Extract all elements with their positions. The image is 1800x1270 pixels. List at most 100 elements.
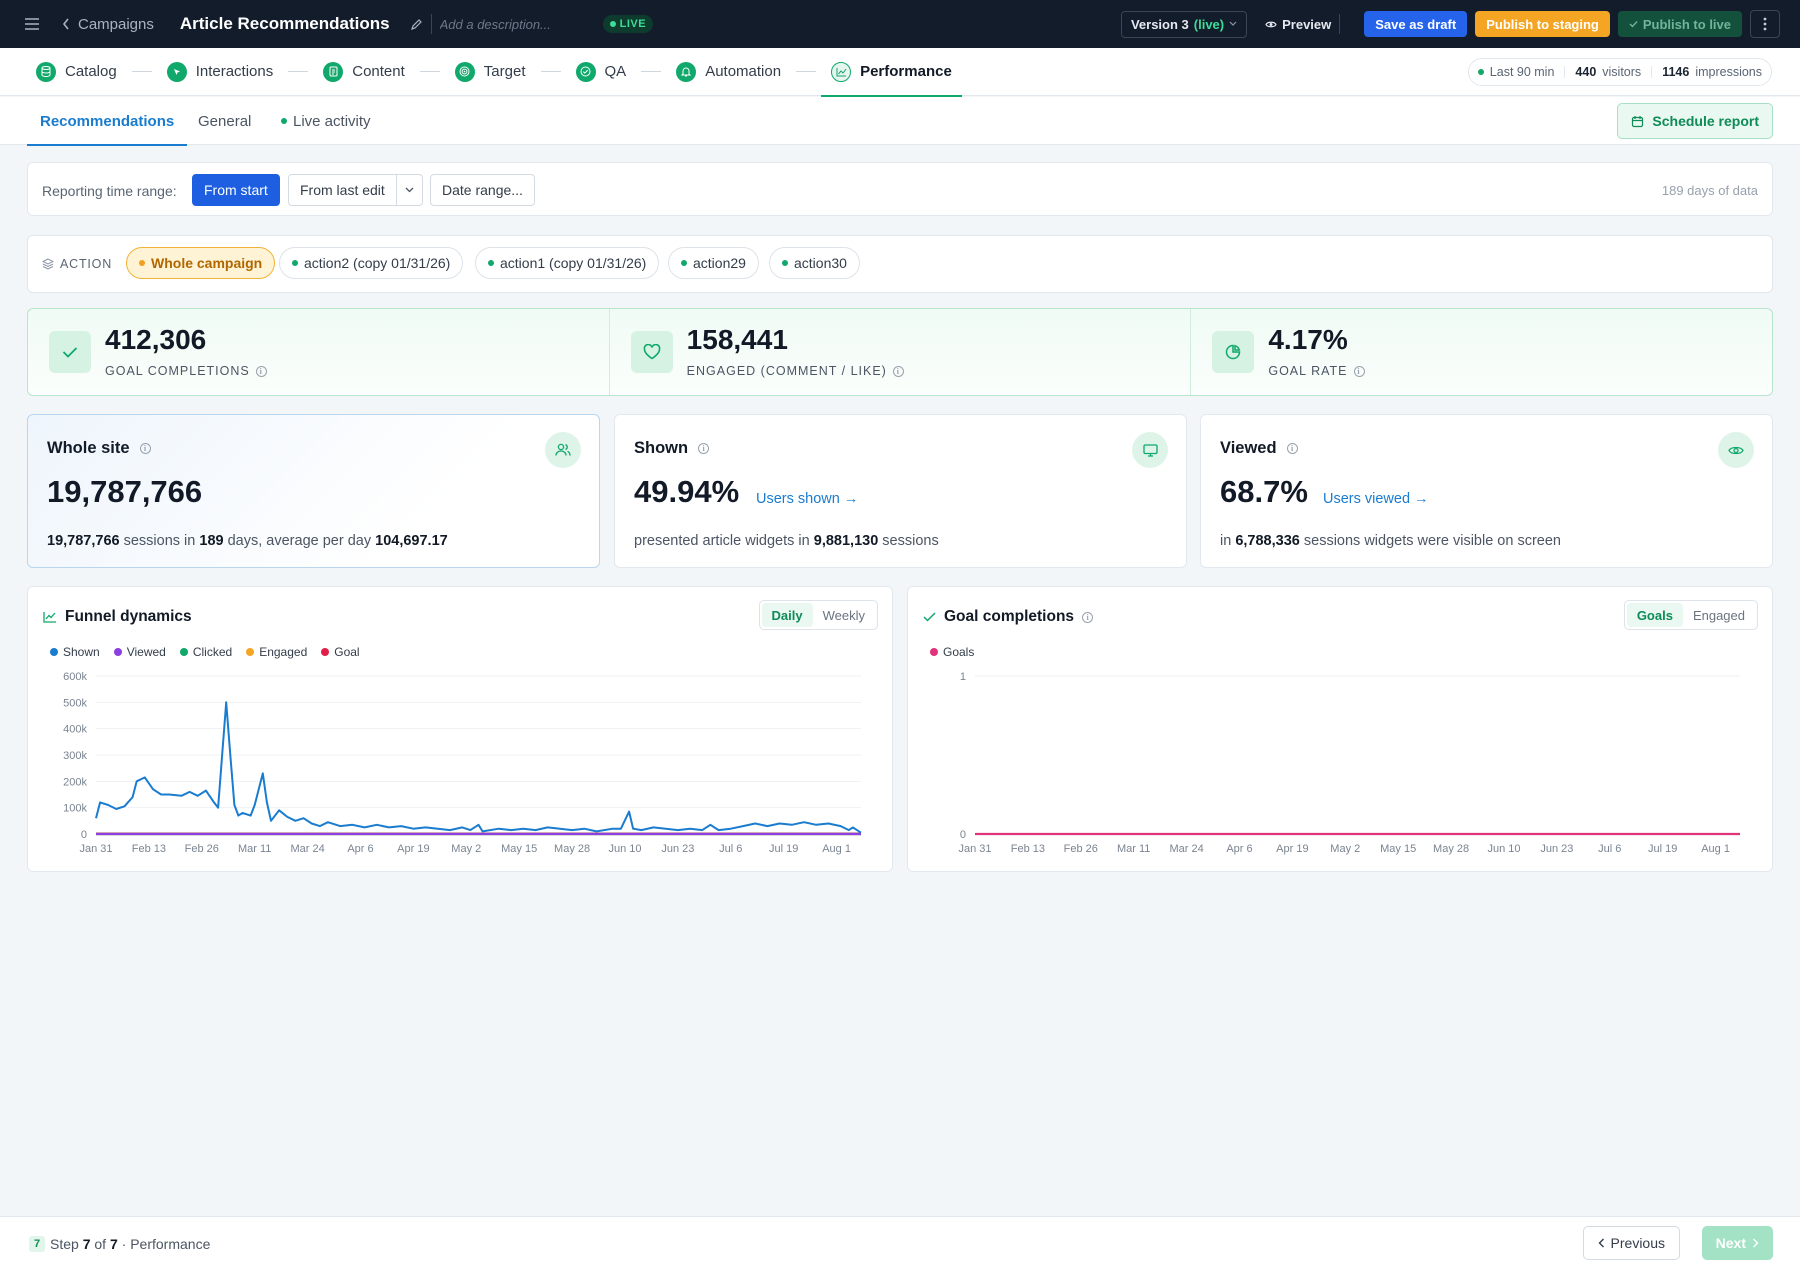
legend-item-viewed[interactable]: Viewed xyxy=(113,645,166,659)
step-qa[interactable]: QA xyxy=(575,48,626,96)
info-icon[interactable]: i xyxy=(1286,443,1298,454)
check-icon xyxy=(923,612,936,622)
info-icon[interactable]: i xyxy=(1353,365,1365,377)
from-start-label: From start xyxy=(204,182,268,198)
back-to-campaigns-link[interactable]: Campaigns xyxy=(62,16,154,33)
kpi-engaged: 158,441 ENGAGED (COMMENT / LIKE) i xyxy=(610,309,1192,395)
date-range-button[interactable]: Date range... xyxy=(430,174,535,206)
eye-icon xyxy=(1718,432,1754,468)
info-icon[interactable]: i xyxy=(255,365,267,377)
tab-general[interactable]: General xyxy=(198,97,251,145)
heart-icon xyxy=(630,331,673,373)
step-performance[interactable]: Performance xyxy=(821,48,962,97)
y-tick-label: 100k xyxy=(63,803,87,815)
x-tick-label: Jun 10 xyxy=(1487,843,1520,855)
kpi-goal-rate: 4.17% GOAL RATE i xyxy=(1191,309,1772,395)
wizard-footer: 7 Step 7 of 7 · Performance Previous Nex… xyxy=(0,1216,1800,1270)
kpi-label: GOAL RATE i xyxy=(1268,364,1365,378)
action-chip-action30[interactable]: action30 xyxy=(769,247,860,279)
x-tick-label: May 15 xyxy=(501,843,537,855)
preview-button[interactable]: Preview xyxy=(1265,17,1331,32)
legend-label: Shown xyxy=(63,645,100,659)
card-title: Viewed i xyxy=(1220,439,1298,458)
legend-label: Goal xyxy=(334,645,360,659)
x-tick-label: Jun 23 xyxy=(661,843,694,855)
goal-completions-card: Goal completions i Goals Engaged Goals 0… xyxy=(907,586,1773,872)
live-stats-pill: Last 90 min 440 visitors 1146 impression… xyxy=(1467,58,1772,86)
legend-item-shown[interactable]: Shown xyxy=(50,645,100,659)
publish-staging-button[interactable]: Publish to staging xyxy=(1475,11,1610,37)
legend-item-goal[interactable]: Goal xyxy=(321,645,360,659)
publish-live-button[interactable]: Publish to live xyxy=(1617,11,1742,37)
chevron-left-icon xyxy=(1598,1238,1605,1248)
kpi-label-text: ENGAGED (COMMENT / LIKE) xyxy=(686,364,887,378)
schedule-report-button[interactable]: Schedule report xyxy=(1617,103,1773,139)
info-icon[interactable]: i xyxy=(892,365,904,377)
date-range-label: Date range... xyxy=(442,182,523,198)
chevron-down-icon xyxy=(405,187,414,193)
last-edit-dropdown-button[interactable] xyxy=(397,174,423,206)
from-last-edit-button[interactable]: From last edit xyxy=(288,174,397,206)
top-bar: Campaigns Article Recommendations LIVE V… xyxy=(0,0,1800,48)
x-tick-label: Apr 19 xyxy=(397,843,429,855)
previous-button[interactable]: Previous xyxy=(1582,1226,1680,1260)
impressions-count: 1146 xyxy=(1662,65,1690,79)
users-viewed-link[interactable]: Users viewed → xyxy=(1323,491,1429,507)
description-input[interactable] xyxy=(439,16,585,32)
daily-toggle[interactable]: Daily xyxy=(761,603,813,627)
x-tick-label: Apr 6 xyxy=(1226,843,1252,855)
from-start-button[interactable]: From start xyxy=(192,174,280,206)
y-tick-label: 500k xyxy=(63,697,87,709)
tab-recommendations[interactable]: Recommendations xyxy=(26,97,188,146)
weekly-toggle[interactable]: Weekly xyxy=(822,607,865,623)
x-tick-label: Mar 11 xyxy=(1117,843,1150,855)
save-draft-button[interactable]: Save as draft xyxy=(1364,11,1468,37)
users-shown-link[interactable]: Users shown → xyxy=(756,491,859,507)
y-tick-label: 300k xyxy=(63,750,87,762)
action-chip-action29[interactable]: action29 xyxy=(668,247,759,279)
desc-text: in xyxy=(1220,533,1232,549)
status-dot-icon xyxy=(782,260,788,266)
action-chip-action1[interactable]: action1 (copy 01/31/26) xyxy=(475,247,660,279)
step-interactions[interactable]: Interactions xyxy=(166,48,274,96)
step-automation[interactable]: Automation xyxy=(676,48,781,96)
step-content[interactable]: Content xyxy=(323,48,405,96)
shown-card: Shown i 49.94% Users shown → presented ar… xyxy=(614,414,1187,568)
legend-label: Clicked xyxy=(192,645,233,659)
sessions-count: 9,881,130 xyxy=(813,533,879,549)
step-target[interactable]: Target xyxy=(454,48,526,96)
legend-label: Viewed xyxy=(126,645,166,659)
menu-icon[interactable] xyxy=(20,12,44,36)
metric-value: 19,787,766 xyxy=(47,474,203,509)
y-tick-label: 0 xyxy=(81,829,87,841)
version-select[interactable]: Version 3 (live) xyxy=(1120,10,1248,38)
next-button[interactable]: Next xyxy=(1701,1226,1773,1260)
action-chip-whole-campaign[interactable]: Whole campaign xyxy=(126,247,276,279)
schedule-report-label: Schedule report xyxy=(1652,113,1759,129)
step-label: Automation xyxy=(705,63,782,80)
engaged-toggle[interactable]: Engaged xyxy=(1692,607,1745,623)
step-catalog[interactable]: Catalog xyxy=(36,48,117,96)
sessions-count: 6,788,336 xyxy=(1235,533,1300,549)
chart-title-text: Funnel dynamics xyxy=(65,608,192,625)
legend-dot-icon xyxy=(930,648,938,656)
desc-text: presented article widgets in xyxy=(634,533,810,549)
action-chip-action2[interactable]: action2 (copy 01/31/26) xyxy=(279,247,464,279)
x-tick-label: Aug 1 xyxy=(822,843,851,855)
legend-item-goals[interactable]: Goals xyxy=(930,645,974,659)
pencil-icon[interactable] xyxy=(410,18,423,31)
step-label: Interactions xyxy=(195,63,274,80)
info-icon[interactable]: i xyxy=(139,443,151,454)
bell-icon xyxy=(676,61,697,82)
x-tick-label: May 2 xyxy=(1330,843,1360,855)
legend-item-engaged[interactable]: Engaged xyxy=(246,645,307,659)
x-tick-label: May 28 xyxy=(1433,843,1469,855)
calendar-icon xyxy=(1631,115,1644,128)
info-icon[interactable]: i xyxy=(698,443,710,454)
tab-live-activity[interactable]: Live activity xyxy=(281,97,371,145)
more-options-icon[interactable] xyxy=(1750,10,1780,38)
info-icon[interactable]: i xyxy=(1082,611,1094,623)
legend-item-clicked[interactable]: Clicked xyxy=(179,645,233,659)
goals-toggle[interactable]: Goals xyxy=(1626,603,1683,627)
kpi-value: 412,306 xyxy=(105,324,207,355)
